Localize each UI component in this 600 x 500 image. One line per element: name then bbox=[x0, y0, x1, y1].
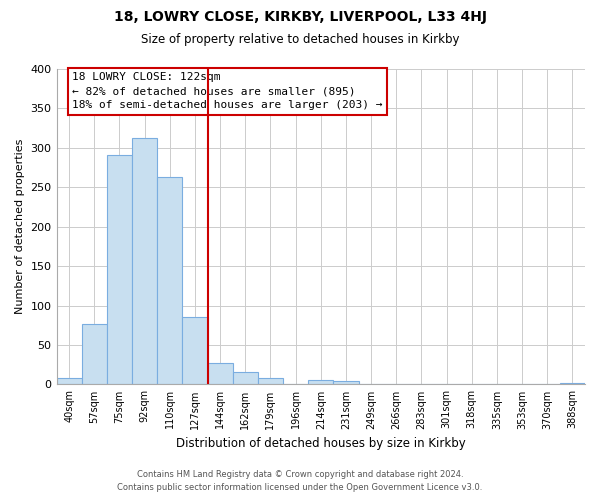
Text: 18, LOWRY CLOSE, KIRKBY, LIVERPOOL, L33 4HJ: 18, LOWRY CLOSE, KIRKBY, LIVERPOOL, L33 … bbox=[113, 10, 487, 24]
Text: Size of property relative to detached houses in Kirkby: Size of property relative to detached ho… bbox=[141, 32, 459, 46]
Bar bbox=[132, 138, 157, 384]
Bar bbox=[82, 324, 107, 384]
Bar bbox=[208, 363, 233, 384]
Bar bbox=[157, 177, 182, 384]
Text: Contains HM Land Registry data © Crown copyright and database right 2024.
Contai: Contains HM Land Registry data © Crown c… bbox=[118, 470, 482, 492]
Text: 18 LOWRY CLOSE: 122sqm
← 82% of detached houses are smaller (895)
18% of semi-de: 18 LOWRY CLOSE: 122sqm ← 82% of detached… bbox=[73, 72, 383, 110]
Bar bbox=[258, 378, 283, 384]
Bar bbox=[233, 372, 258, 384]
Y-axis label: Number of detached properties: Number of detached properties bbox=[15, 139, 25, 314]
Bar bbox=[560, 383, 585, 384]
Bar bbox=[182, 318, 208, 384]
Bar bbox=[308, 380, 334, 384]
X-axis label: Distribution of detached houses by size in Kirkby: Distribution of detached houses by size … bbox=[176, 437, 466, 450]
Bar bbox=[334, 382, 359, 384]
Bar bbox=[56, 378, 82, 384]
Bar bbox=[107, 155, 132, 384]
